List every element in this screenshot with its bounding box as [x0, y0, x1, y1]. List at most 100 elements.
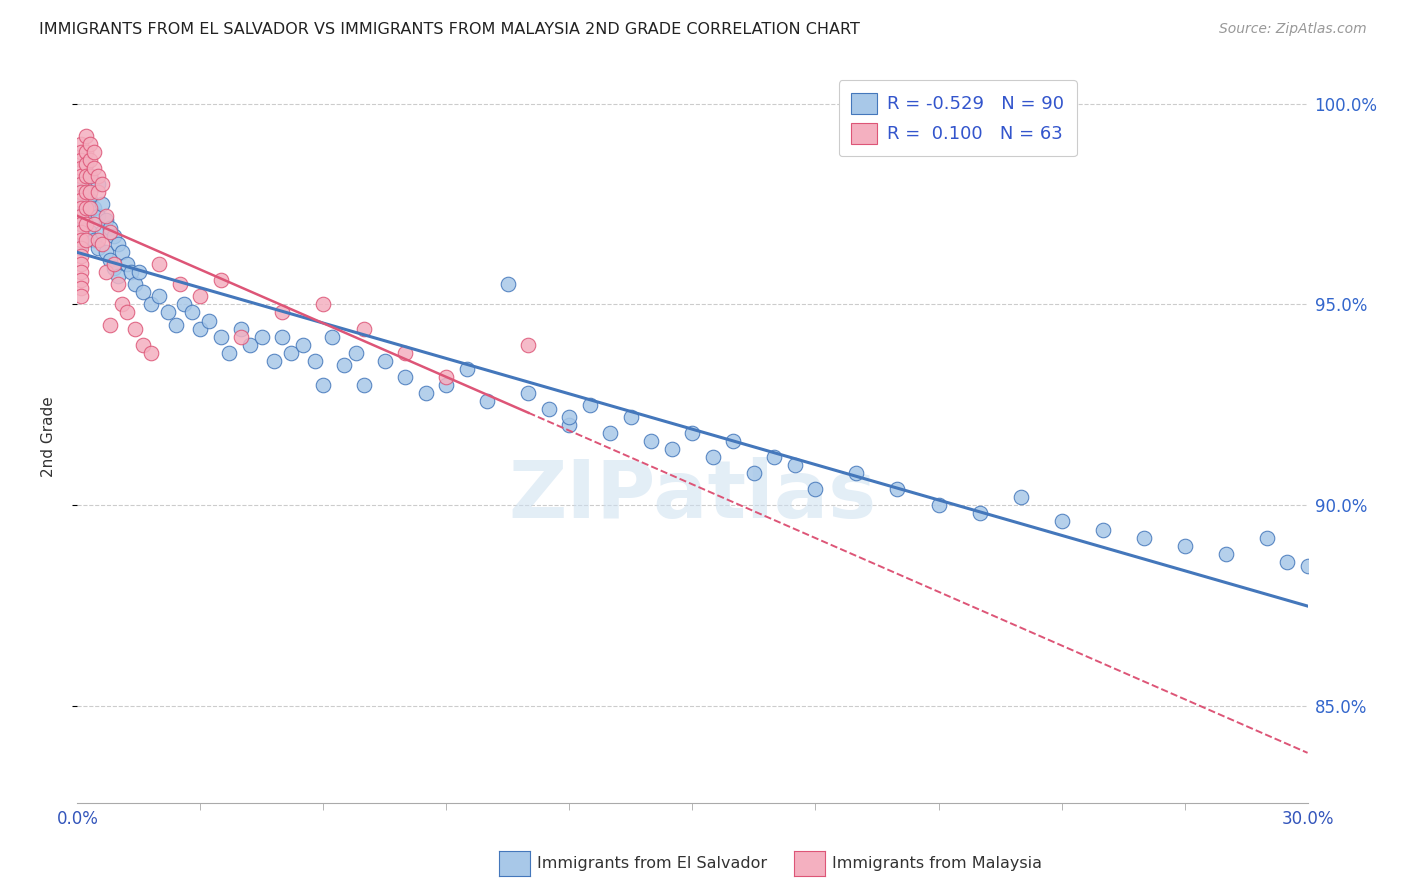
Point: [75, 157, 97, 171]
Point: [70, 145, 93, 159]
Point: [87, 209, 110, 223]
Point: [723, 434, 745, 449]
Point: [156, 305, 179, 319]
Point: [98, 225, 121, 239]
Point: [148, 289, 170, 303]
Point: [70, 289, 93, 303]
Point: [75, 217, 97, 231]
Point: [291, 337, 314, 351]
Point: [70, 217, 93, 231]
Point: [394, 345, 416, 359]
Point: [70, 249, 93, 263]
Point: [94, 213, 117, 227]
Point: [79, 153, 101, 167]
Point: [70, 281, 93, 295]
Point: [120, 265, 142, 279]
Point: [90, 237, 114, 252]
Point: [79, 225, 101, 239]
Point: [763, 450, 786, 465]
Point: [353, 321, 375, 335]
Point: [661, 442, 683, 457]
Point: [87, 241, 110, 255]
Point: [333, 358, 356, 372]
Point: [1050, 515, 1073, 529]
Point: [165, 318, 187, 332]
Text: ZIPatlas: ZIPatlas: [509, 457, 876, 534]
Point: [70, 185, 93, 199]
Point: [702, 450, 724, 465]
Point: [111, 245, 134, 260]
Point: [124, 321, 146, 335]
Point: [969, 507, 991, 521]
Point: [79, 136, 101, 151]
Point: [477, 393, 499, 408]
Point: [312, 377, 335, 392]
Point: [75, 157, 97, 171]
Point: [209, 273, 232, 287]
Point: [79, 169, 101, 183]
Point: [107, 269, 129, 284]
Point: [1215, 547, 1237, 561]
Point: [70, 161, 93, 175]
Point: [517, 337, 540, 351]
Point: [579, 398, 602, 412]
Point: [79, 185, 101, 199]
Point: [128, 265, 150, 279]
Point: [1296, 558, 1319, 573]
Point: [83, 161, 105, 175]
Point: [107, 237, 129, 252]
Point: [70, 197, 93, 211]
Point: [75, 209, 97, 223]
Point: [250, 329, 273, 343]
Point: [231, 329, 253, 343]
Point: [558, 417, 581, 432]
Text: Immigrants from Malaysia: Immigrants from Malaysia: [832, 856, 1042, 871]
Point: [783, 458, 806, 473]
Point: [70, 177, 93, 191]
Point: [87, 177, 110, 191]
Point: [70, 265, 93, 279]
Point: [231, 321, 253, 335]
Point: [79, 169, 101, 183]
Point: [188, 289, 212, 303]
Point: [537, 401, 560, 416]
Point: [70, 225, 93, 239]
Text: Immigrants from El Salvador: Immigrants from El Salvador: [537, 856, 768, 871]
Point: [141, 297, 163, 311]
Point: [98, 253, 121, 268]
Point: [70, 241, 93, 255]
Point: [79, 201, 101, 215]
Point: [845, 467, 868, 481]
Point: [436, 377, 458, 392]
Point: [263, 353, 285, 368]
Point: [70, 136, 93, 151]
Point: [353, 377, 375, 392]
Point: [374, 353, 396, 368]
Point: [70, 237, 93, 252]
Point: [271, 305, 294, 319]
Point: [620, 409, 643, 424]
Point: [70, 169, 93, 183]
Point: [90, 225, 114, 239]
Point: [83, 233, 105, 247]
Text: IMMIGRANTS FROM EL SALVADOR VS IMMIGRANTS FROM MALAYSIA 2ND GRADE CORRELATION CH: IMMIGRANTS FROM EL SALVADOR VS IMMIGRANT…: [39, 22, 860, 37]
Point: [70, 217, 93, 231]
Point: [132, 337, 155, 351]
Point: [83, 217, 105, 231]
Point: [70, 233, 93, 247]
Point: [115, 305, 138, 319]
Point: [436, 369, 458, 384]
Point: [496, 277, 519, 292]
Point: [886, 483, 908, 497]
Point: [312, 297, 335, 311]
Point: [70, 153, 93, 167]
Point: [75, 169, 97, 183]
Point: [173, 297, 195, 311]
Point: [83, 201, 105, 215]
Point: [599, 425, 621, 440]
Point: [75, 145, 97, 159]
Point: [75, 185, 97, 199]
Point: [70, 201, 93, 215]
Point: [75, 201, 97, 215]
Point: [148, 257, 170, 271]
